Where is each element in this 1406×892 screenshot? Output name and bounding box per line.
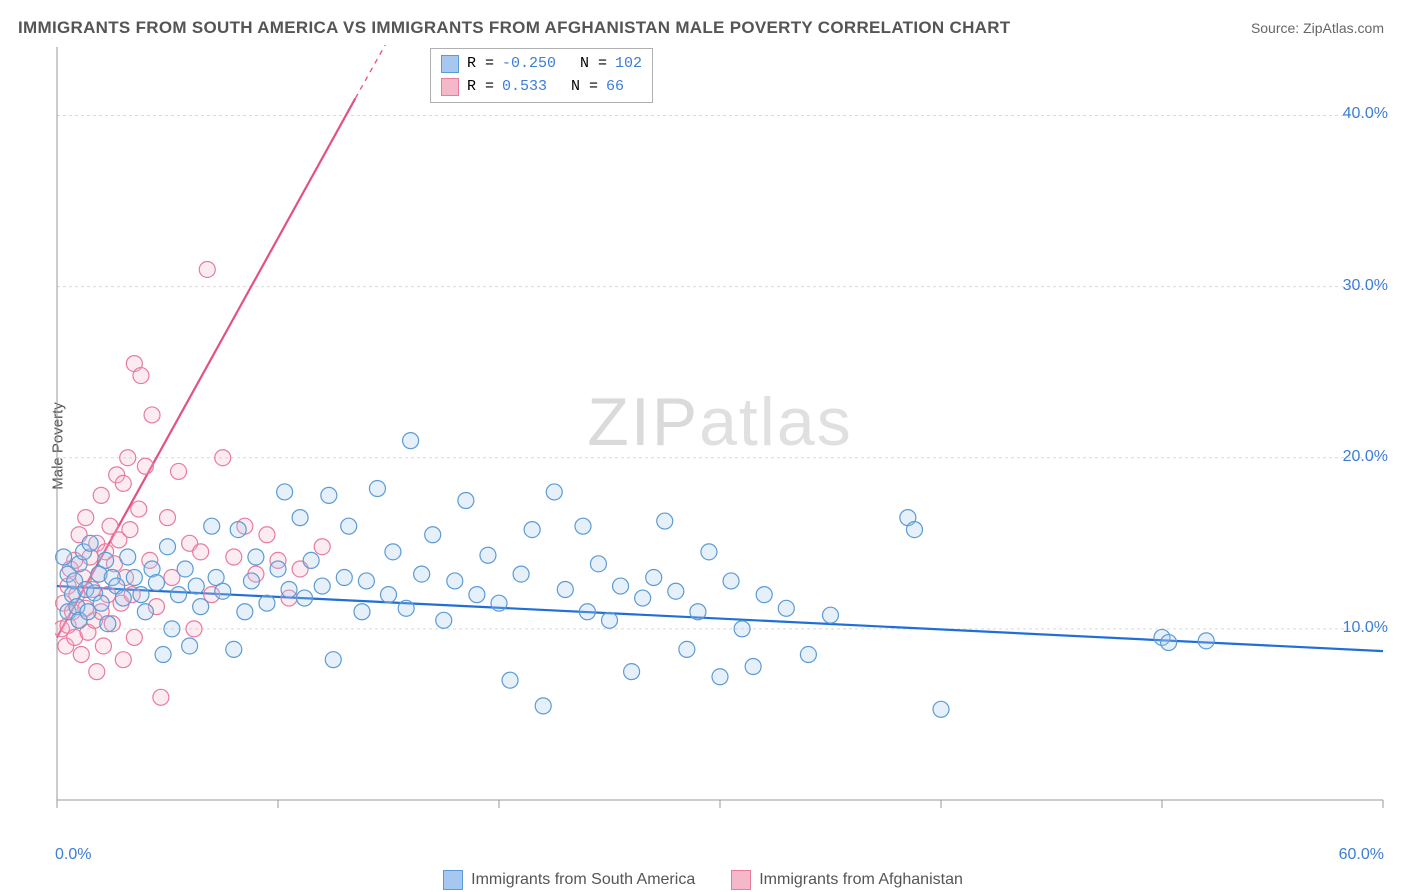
- stats-r-label: R =: [467, 53, 494, 76]
- chart-title: IMMIGRANTS FROM SOUTH AMERICA VS IMMIGRA…: [18, 18, 1011, 38]
- y-tick-label: 40.0%: [1343, 105, 1388, 123]
- stats-n-label: N =: [580, 53, 607, 76]
- y-tick-label: 10.0%: [1343, 619, 1388, 637]
- legend-swatch-series-b: [731, 870, 751, 890]
- legend-label: Immigrants from South America: [471, 871, 695, 889]
- stats-n-label: N =: [571, 76, 598, 99]
- legend-item: Immigrants from Afghanistan: [731, 870, 963, 890]
- stats-n-value: 66: [606, 76, 624, 99]
- stats-r-label: R =: [467, 76, 494, 99]
- source-attribution: Source: ZipAtlas.com: [1251, 20, 1384, 36]
- stats-swatch-series-b: [441, 78, 459, 96]
- stats-row: R = -0.250 N = 102: [441, 53, 642, 76]
- stats-swatch-series-a: [441, 55, 459, 73]
- correlation-stats-box: R = -0.250 N = 102 R = 0.533 N = 66: [430, 48, 653, 103]
- legend: Immigrants from South America Immigrants…: [0, 870, 1406, 890]
- stats-r-value: 0.533: [502, 76, 547, 99]
- x-axis-min-label: 0.0%: [55, 846, 91, 864]
- stats-r-value: -0.250: [502, 53, 556, 76]
- stats-n-value: 102: [615, 53, 642, 76]
- x-axis-max-label: 60.0%: [1339, 846, 1384, 864]
- legend-item: Immigrants from South America: [443, 870, 695, 890]
- y-tick-label: 20.0%: [1343, 448, 1388, 466]
- legend-swatch-series-a: [443, 870, 463, 890]
- chart-area: ZIPatlas: [55, 45, 1385, 830]
- scatter-plot: [55, 45, 1385, 830]
- y-tick-label: 30.0%: [1343, 277, 1388, 295]
- stats-row: R = 0.533 N = 66: [441, 76, 642, 99]
- legend-label: Immigrants from Afghanistan: [759, 871, 963, 889]
